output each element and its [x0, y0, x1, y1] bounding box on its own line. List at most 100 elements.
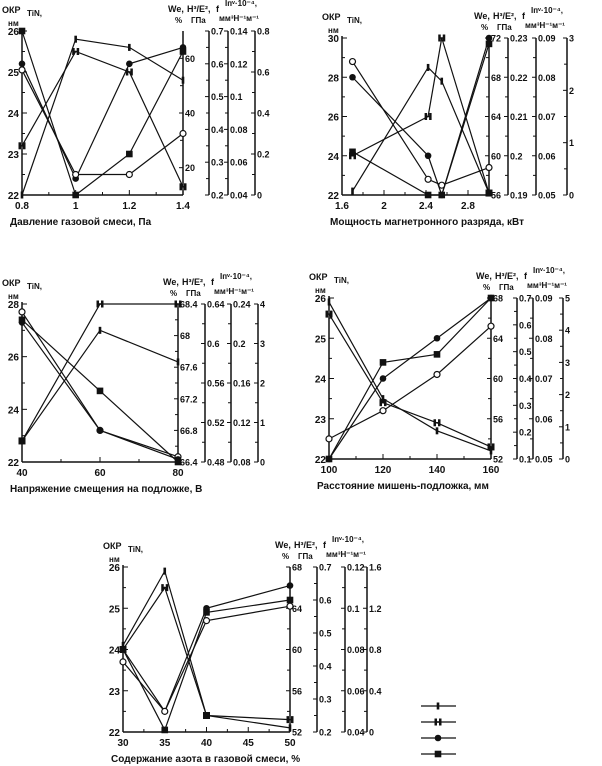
filled-circle-marker: [126, 60, 133, 68]
right-tick-label: 52: [493, 455, 503, 465]
y-tick-label: 26: [109, 563, 121, 574]
right-tick-label: 0.07: [538, 112, 556, 122]
right-tick-label: 67.2: [180, 394, 198, 404]
y-tick-label: 23: [315, 415, 327, 426]
right-tick-label: 0.56: [207, 379, 225, 389]
right-tick-label: 0.4: [211, 125, 224, 135]
y-tick-label: 26: [8, 353, 20, 364]
right-tick-label: 0.24: [233, 300, 251, 310]
x-tick-label: 40: [201, 738, 213, 749]
filled-square-marker: [286, 596, 294, 604]
y-tick-label: 24: [315, 375, 327, 386]
series-filled-square: [325, 294, 495, 463]
we-unit: %: [483, 283, 490, 292]
tick-marker: [128, 43, 131, 51]
open-circle-marker: [379, 407, 387, 415]
filled-square-marker: [438, 191, 446, 199]
right-tick-label: 0: [260, 458, 265, 468]
f-label: f: [524, 271, 528, 281]
right-tick-label: 64: [292, 604, 302, 614]
right-tick-label: 0.4: [369, 686, 382, 696]
filled-circle-marker: [96, 427, 104, 434]
series-H: [18, 48, 187, 191]
x-tick-label: 1.6: [335, 201, 349, 212]
right-tick-label: 0.09: [538, 34, 556, 44]
h3e2-unit: ГПа: [497, 23, 512, 32]
y-axis-label-sub: TiN,: [27, 282, 42, 291]
chart-panel-1: 0.8 1 1.2 1.4 Давление газовой смеси, Па 22 23…: [2, 0, 270, 228]
right-tick-label: 0.14: [230, 27, 248, 37]
right-tick-label: 0.64: [207, 300, 225, 310]
filled-square-marker: [72, 191, 79, 199]
right-tick-label: 0.06: [538, 151, 556, 161]
tick-marker: [121, 641, 125, 649]
right-tick-label: 0.08: [230, 125, 248, 135]
f-label: f: [211, 277, 215, 287]
y-tick-label: 22: [8, 191, 20, 202]
open-circle-marker: [202, 617, 211, 625]
x-tick-label: 50: [284, 738, 296, 749]
filled-circle-marker: [18, 60, 26, 68]
right-tick-label: 0.5: [319, 629, 332, 639]
x-tick-label: 45: [243, 738, 255, 749]
we-unit: %: [170, 289, 177, 298]
right-tick-label: 0.8: [257, 27, 270, 37]
filled-square-marker: [96, 387, 104, 395]
right-tick-label: 0.06: [535, 414, 553, 424]
right-tick-label: 1.6: [369, 563, 382, 573]
right-tick-label: 0.3: [519, 401, 532, 411]
filled-circle-marker: [349, 73, 356, 81]
open-circle-marker: [433, 370, 441, 379]
filled-square-marker: [487, 294, 495, 302]
right-tick-label: 20: [185, 163, 195, 173]
chart-panel-5: 30 35 40 45 50 Содержание азота в газовой сме…: [103, 535, 382, 765]
we-label: We,: [168, 4, 184, 14]
series-filled-square: [18, 27, 187, 199]
right-tick-label: 0.6: [207, 339, 220, 349]
y-axis-label-sub: TiN,: [27, 9, 42, 18]
right-tick-label: 0.06: [230, 158, 248, 168]
right-tick-label: 60: [185, 54, 195, 64]
y-axis-label: ОКР: [309, 272, 328, 282]
right-tick-label: 68: [491, 73, 501, 83]
right-tick-label: 0.2: [510, 151, 523, 161]
right-tick-label: 0: [369, 728, 374, 738]
iv-label: Iпᵛ·10⁻⁴,: [531, 6, 563, 15]
h3e2-label: H³/E²,: [493, 11, 517, 21]
y-tick-label: 24: [109, 646, 121, 657]
right-tick-label: 2: [565, 390, 570, 400]
filled-square-marker: [18, 27, 26, 35]
iv-label: Iпᵛ·10⁻⁴,: [225, 0, 257, 8]
tick-marker: [489, 447, 493, 455]
y-tick-label: 24: [8, 405, 20, 416]
right-tick-label: 1: [569, 138, 574, 148]
filled-circle-marker: [433, 334, 441, 342]
right-tick-label: 3: [569, 34, 574, 44]
right-tick-label: 0.5: [519, 347, 532, 357]
iv-unit: мм³Н⁻¹м⁻¹: [326, 550, 366, 559]
x-tick-label: 35: [159, 738, 171, 749]
right-tick-label: 60: [491, 151, 501, 161]
filled-square-marker: [161, 726, 169, 734]
right-tick-label: 1: [565, 422, 570, 432]
y-tick-label: 25: [109, 604, 121, 615]
x-tick-label: 60: [94, 468, 106, 479]
right-tick-label: 56: [491, 191, 501, 201]
right-tick-label: 68.4: [180, 300, 198, 310]
series-open-circle: [119, 602, 294, 715]
tick-marker: [98, 326, 102, 334]
right-tick-label: 0.6: [257, 68, 270, 78]
right-tick-label: 0.2: [519, 428, 532, 438]
right-tick-label: 0: [565, 455, 570, 465]
series-line: [21, 303, 178, 442]
open-circle-marker: [286, 602, 294, 610]
y-axis-unit: нм: [109, 555, 120, 564]
right-tick-label: 3: [565, 358, 570, 368]
x-tick-label: 160: [483, 465, 500, 476]
right-tick-label: 0.7: [211, 27, 224, 37]
right-tick-label: 2: [569, 86, 574, 96]
y-axis-unit: нм: [328, 26, 339, 35]
x-axis-label: Мощность магнетронного разряда, кВт: [330, 217, 524, 228]
right-tick-label: 0.08: [538, 73, 556, 83]
